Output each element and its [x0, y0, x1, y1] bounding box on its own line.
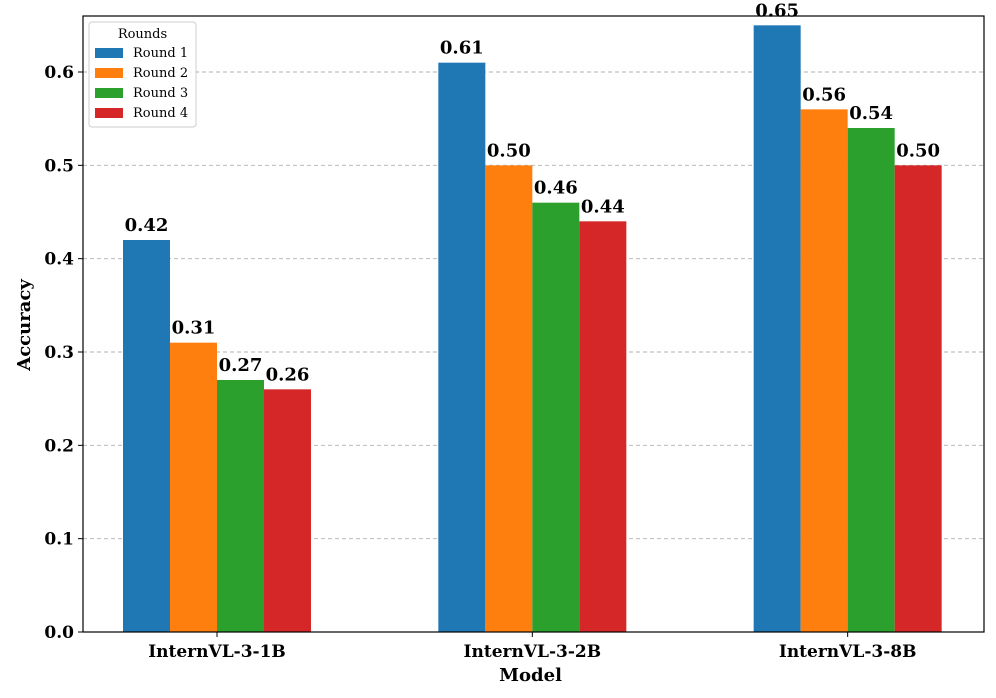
legend-entry-3: Round 3	[133, 86, 188, 101]
bar-round-4-0	[264, 389, 311, 632]
bar-round-4-1	[579, 221, 627, 633]
bar-value-label: 0.50	[487, 140, 531, 161]
bar-value-label: 0.65	[755, 0, 799, 21]
legend-entry-1: Round 1	[133, 46, 188, 61]
legend-title: Rounds	[118, 27, 167, 42]
bar-value-label: 0.56	[802, 84, 846, 105]
bar-round-2-0	[170, 342, 217, 632]
bar-round-3-1	[532, 202, 580, 632]
x-tick-label: InternVL-3-8B	[779, 642, 917, 662]
bar-value-label: 0.54	[849, 103, 893, 124]
x-tick-label: InternVL-3-2B	[464, 642, 602, 662]
legend-swatch-4	[95, 108, 123, 118]
y-tick-label: 0.1	[44, 530, 74, 550]
legend-swatch-1	[95, 48, 123, 58]
legend-swatch-3	[95, 88, 123, 98]
bar-round-2-2	[800, 109, 848, 633]
y-tick-label: 0.4	[44, 250, 74, 270]
legend-swatch-2	[95, 68, 123, 78]
legend-entry-4: Round 4	[133, 106, 188, 121]
y-tick-label: 0.5	[44, 156, 74, 176]
bar-round-1-2	[753, 25, 801, 633]
bar-round-3-2	[847, 128, 895, 632]
y-tick-label: 0.0	[44, 623, 74, 643]
y-tick-label: 0.6	[44, 63, 74, 83]
axes-frame	[82, 15, 985, 633]
bar-value-label: 0.31	[172, 318, 216, 339]
x-axis-label: Model	[499, 665, 562, 686]
bar-round-2-1	[485, 165, 533, 633]
bar-round-4-2	[894, 165, 942, 633]
bar-value-label: 0.46	[534, 178, 578, 199]
bar-value-label: 0.27	[219, 355, 263, 376]
bar-value-label: 0.61	[440, 38, 484, 59]
bar-round-3-0	[217, 380, 264, 632]
y-tick-label: 0.2	[44, 436, 74, 456]
x-tick-label: InternVL-3-1B	[148, 642, 286, 662]
bar-round-1-1	[438, 62, 486, 632]
legend-entry-2: Round 2	[133, 66, 188, 81]
bar-value-label: 0.42	[125, 215, 169, 236]
bar-value-label: 0.26	[266, 364, 310, 385]
y-tick-label: 0.3	[44, 343, 74, 363]
bar-round-1-0	[123, 240, 170, 632]
bar-value-label: 0.50	[896, 140, 940, 161]
bar-value-label: 0.44	[581, 196, 625, 217]
y-axis-label: Accuracy	[14, 279, 35, 372]
